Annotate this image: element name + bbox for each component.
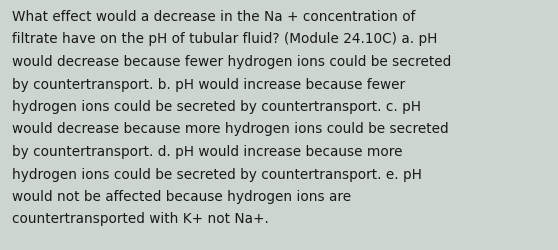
Text: would decrease because more hydrogen ions could be secreted: would decrease because more hydrogen ion… (12, 122, 449, 136)
Text: filtrate have on the pH of tubular fluid? (Module 24.10C) a. pH: filtrate have on the pH of tubular fluid… (12, 32, 437, 46)
Text: by countertransport. d. pH would increase because more: by countertransport. d. pH would increas… (12, 144, 402, 158)
Text: by countertransport. b. pH would increase because fewer: by countertransport. b. pH would increas… (12, 77, 405, 91)
Text: would not be affected because hydrogen ions are: would not be affected because hydrogen i… (12, 189, 351, 203)
Text: countertransported with K+ not Na+.: countertransported with K+ not Na+. (12, 212, 269, 226)
Text: hydrogen ions could be secreted by countertransport. e. pH: hydrogen ions could be secreted by count… (12, 167, 422, 181)
Text: hydrogen ions could be secreted by countertransport. c. pH: hydrogen ions could be secreted by count… (12, 100, 421, 114)
Text: would decrease because fewer hydrogen ions could be secreted: would decrease because fewer hydrogen io… (12, 55, 451, 69)
Text: What effect would a decrease in the Na + concentration of: What effect would a decrease in the Na +… (12, 10, 415, 24)
